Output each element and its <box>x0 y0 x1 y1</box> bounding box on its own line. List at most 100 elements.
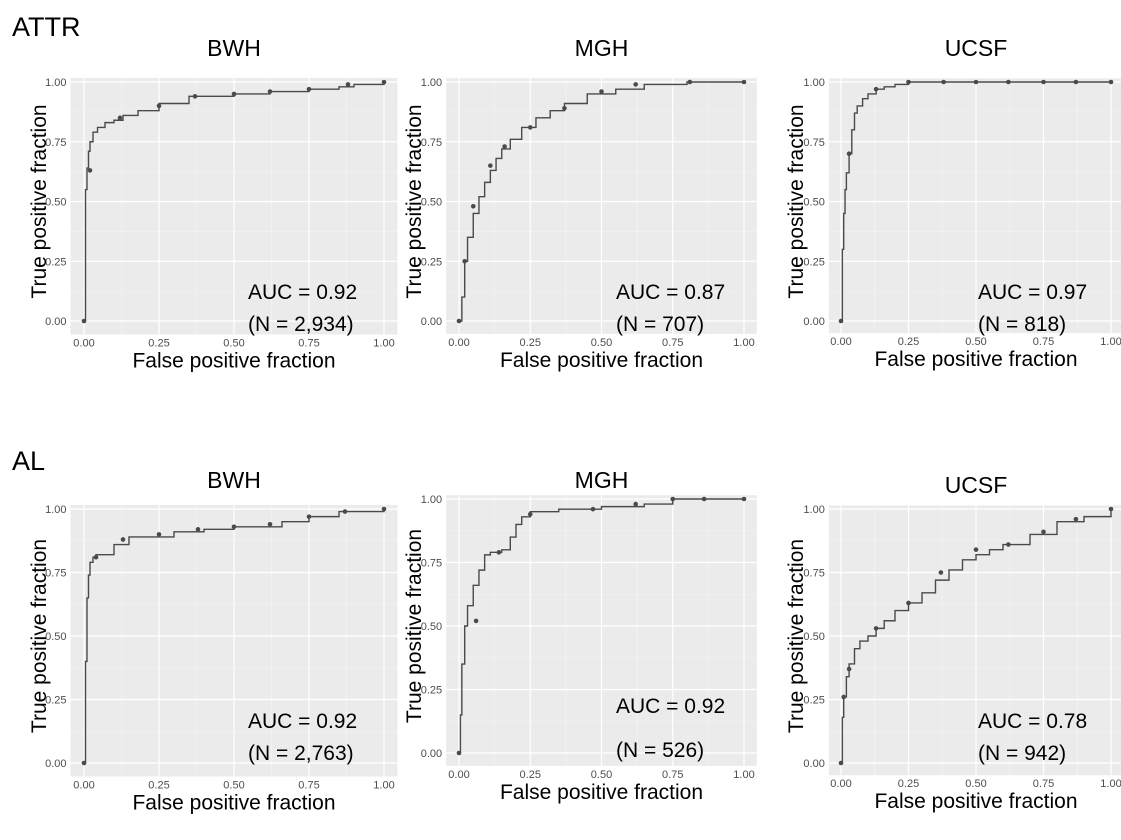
y-axis-title: True positive fraction <box>403 104 426 298</box>
roc-point <box>156 103 162 109</box>
x-tick-label: 0.50 <box>965 336 986 348</box>
roc-point <box>342 509 348 514</box>
y-tick-label: 1.00 <box>421 494 442 506</box>
auc-annotation: AUC = 0.92 <box>248 710 357 733</box>
y-tick-label: 0.25 <box>421 256 442 268</box>
roc-point <box>527 125 533 130</box>
y-tick-label: 0.25 <box>45 256 66 268</box>
roc-point <box>231 524 237 530</box>
roc-point <box>838 760 844 766</box>
roc-point <box>873 626 879 631</box>
roc-panel-4: 0.00 0.00 0.25 0.25 0.50 0.50 0.75 0.75 1.00 1.00… <box>403 467 757 804</box>
panel-title: UCSF <box>945 35 1008 61</box>
x-tick-label: 0.50 <box>223 780 244 792</box>
roc-point <box>470 203 476 209</box>
roc-point <box>120 537 126 542</box>
y-axis-title: True positive fraction <box>403 529 426 723</box>
x-tick-label: 0.25 <box>898 336 919 348</box>
x-tick-label: 0.75 <box>662 769 683 781</box>
y-tick-label: 1.00 <box>45 77 66 89</box>
x-tick-label: 0.25 <box>148 338 169 350</box>
roc-curve <box>459 81 744 322</box>
auc-annotation: AUC = 0.92 <box>248 281 357 304</box>
roc-point <box>527 511 533 517</box>
n-annotation: (N = 818) <box>978 313 1066 336</box>
roc-point <box>670 496 676 502</box>
roc-point <box>1108 506 1114 512</box>
auc-annotation: AUC = 0.92 <box>616 695 725 718</box>
y-tick-label: 0.25 <box>421 685 442 697</box>
x-axis-title: False positive fraction <box>500 781 703 804</box>
roc-point <box>941 79 946 85</box>
n-annotation: (N = 942) <box>978 742 1066 765</box>
roc-point <box>345 82 351 87</box>
roc-point <box>938 570 944 575</box>
y-axis-title: True positive fraction <box>785 104 808 298</box>
roc-point <box>1006 79 1011 85</box>
panel-title: BWH <box>207 467 261 493</box>
roc-panel-5: 0.00 0.00 0.25 0.25 0.50 0.50 0.75 0.75 1.00 1.00… <box>785 472 1121 813</box>
roc-point <box>496 550 502 555</box>
roc-point <box>462 258 468 264</box>
roc-point <box>846 666 852 672</box>
roc-point <box>741 79 747 85</box>
roc-point <box>633 82 638 87</box>
x-axis-title: False positive fraction <box>132 350 335 373</box>
roc-panels: 0.00 0.00 0.25 0.25 0.50 0.50 0.75 0.75 1.00 1.00… <box>28 35 1121 815</box>
x-tick-label: 0.25 <box>520 337 541 349</box>
y-tick-label: 0.75 <box>421 558 442 570</box>
y-tick-label: 1.00 <box>421 77 442 89</box>
roc-point <box>87 168 93 173</box>
roc-point <box>1073 79 1079 85</box>
roc-panel-2: 0.00 0.00 0.25 0.25 0.50 0.50 0.75 0.75 1.00 1.00… <box>785 35 1121 371</box>
y-tick-label: 0.50 <box>803 631 824 643</box>
roc-point <box>306 86 312 92</box>
x-tick-label: 0.75 <box>1033 778 1054 790</box>
roc-point <box>502 144 507 149</box>
roc-panel-1: 0.00 0.00 0.25 0.25 0.50 0.50 0.75 0.75 1.00 1.00… <box>403 35 757 372</box>
roc-point <box>1073 516 1079 522</box>
roc-point <box>195 527 201 532</box>
x-tick-label: 0.00 <box>830 778 851 790</box>
roc-curve <box>84 509 385 764</box>
plot-background <box>828 78 1121 334</box>
x-tick-label: 0.75 <box>662 337 683 349</box>
panel-title: MGH <box>575 467 629 493</box>
roc-point <box>306 514 312 519</box>
roc-point <box>192 94 198 99</box>
y-tick-label: 0.00 <box>803 316 824 328</box>
roc-point <box>687 79 693 85</box>
x-tick-label: 0.50 <box>591 337 612 349</box>
y-tick-label: 0.75 <box>45 137 66 149</box>
roc-panel-3: 0.00 0.00 0.25 0.25 0.50 0.50 0.75 0.75 1.00 1.00… <box>28 467 398 815</box>
roc-point <box>973 547 979 552</box>
y-tick-label: 0.00 <box>45 758 66 770</box>
n-annotation: (N = 2,934) <box>248 313 354 336</box>
auc-annotation: AUC = 0.97 <box>978 281 1087 304</box>
x-tick-label: 0.00 <box>73 338 94 350</box>
roc-point <box>633 501 638 507</box>
x-tick-label: 1.00 <box>373 780 394 792</box>
roc-point <box>1041 529 1046 535</box>
roc-point <box>741 496 747 502</box>
x-tick-label: 1.00 <box>1100 336 1121 348</box>
roc-point <box>846 151 852 156</box>
roc-point <box>381 79 387 85</box>
section-label-al: AL <box>12 446 45 476</box>
y-tick-label: 0.50 <box>421 621 442 633</box>
roc-point <box>973 79 979 85</box>
roc-point <box>841 694 846 700</box>
roc-point <box>231 91 237 97</box>
x-tick-label: 0.50 <box>591 769 612 781</box>
roc-point <box>599 89 604 94</box>
x-tick-label: 0.75 <box>298 780 319 792</box>
x-tick-label: 0.00 <box>73 780 94 792</box>
roc-point <box>117 115 123 121</box>
roc-point <box>381 506 387 512</box>
auc-annotation: AUC = 0.78 <box>978 710 1087 733</box>
n-annotation: (N = 707) <box>616 313 704 336</box>
roc-curve <box>459 498 744 754</box>
roc-point <box>81 318 87 324</box>
y-tick-label: 0.00 <box>45 316 66 328</box>
